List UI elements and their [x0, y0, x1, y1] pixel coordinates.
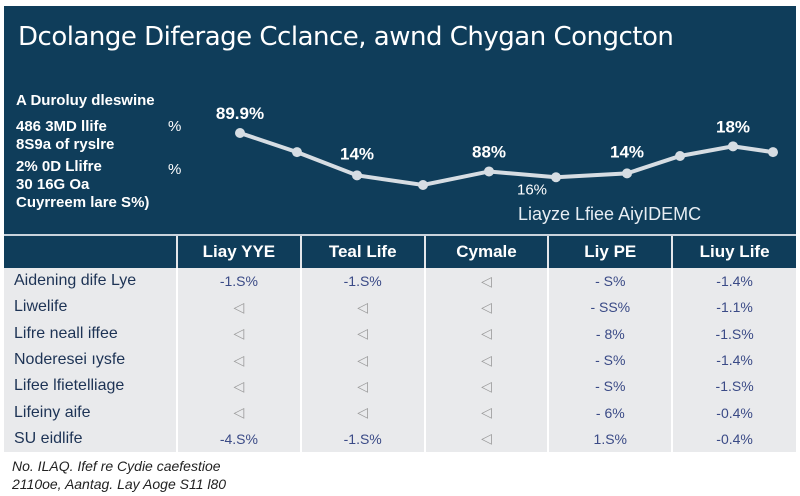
table-cell: -0.4% — [671, 425, 796, 453]
table-cell: ◁ — [423, 346, 549, 374]
table-cell: -1.4% — [671, 346, 796, 374]
header-panel — [4, 6, 796, 264]
percent-sign: % — [168, 161, 182, 178]
data-point — [484, 166, 494, 177]
data-label: 89.9% — [216, 104, 264, 123]
table-cell: -1.S% — [299, 425, 425, 453]
data-table: Liay YYE Teal Life Cymale Liy PE Liuy Life A… — [4, 234, 796, 453]
row-label: Aidening dife Lye — [4, 268, 177, 295]
table-cell: -1.1% — [671, 294, 796, 321]
column-header: Liuy Life — [671, 234, 796, 268]
side-heading: A Duroluy dleswine — [16, 92, 155, 109]
table-cell: - SS% — [547, 294, 673, 321]
row-label: Lifre neall iffee — [4, 320, 177, 347]
data-label: 14% — [340, 144, 374, 163]
table-cell: ◁ — [423, 268, 549, 295]
data-point — [235, 128, 245, 138]
data-point — [768, 147, 778, 158]
table-cell: ◁ — [176, 346, 301, 374]
table-row: SU eidlife -4.S% -1.S% ◁ 1.S% -0.4% — [4, 425, 796, 453]
side-line: 486 3MD llife — [16, 118, 107, 135]
data-point — [292, 147, 302, 158]
table-cell: -1.S% — [176, 268, 301, 295]
data-label: 14% — [610, 142, 644, 161]
column-header: Teal Life — [299, 234, 425, 268]
table-cell: -1.S% — [671, 373, 796, 400]
table-cell: ◁ — [299, 373, 425, 400]
table-cell: ◁ — [423, 399, 549, 426]
table-cell: -1.4% — [671, 268, 796, 295]
table-cell: ◁ — [299, 346, 425, 374]
table-cell: ◁ — [176, 294, 301, 321]
table-row: Lifeiny aife ◁ ◁ ◁ - 6% -0.4% — [4, 399, 796, 426]
table-cell: 1.S% — [547, 425, 673, 453]
column-header — [4, 234, 177, 268]
table-cell: ◁ — [176, 373, 301, 400]
table-cell: ◁ — [176, 320, 301, 347]
table-row: Aidening dife Lye -1.S% -1.S% ◁ - S% -1.4% — [4, 268, 796, 295]
table-cell: - 6% — [547, 399, 673, 426]
data-point — [352, 170, 362, 181]
percent-sign: % — [168, 118, 182, 135]
row-label: Lifeiny aife — [4, 399, 177, 426]
chart-legend: Liayze Lfiee AiyIDEMC — [518, 204, 702, 224]
table-cell: -1.S% — [671, 320, 796, 347]
row-label: SU eidlife — [4, 425, 177, 453]
row-label: Lifee lfietelliage — [4, 373, 177, 400]
data-label: 16% — [517, 181, 547, 198]
row-label: Noderesei ıysfe — [4, 346, 177, 374]
data-label: 18% — [716, 117, 750, 136]
footer-note: No. ILAQ. Ifef re Cydie caefestioe — [12, 458, 221, 474]
column-header: Cymale — [423, 234, 549, 268]
table-cell: -0.4% — [671, 399, 796, 426]
table-row: Liwelife ◁ ◁ ◁ - SS% -1.1% — [4, 294, 796, 321]
table-cell: - S% — [547, 373, 673, 400]
table-cell: - 8% — [547, 320, 673, 347]
table-cell: - S% — [547, 346, 673, 374]
table-row: Lifre neall iffee ◁ ◁ ◁ - 8% -1.S% — [4, 320, 796, 347]
side-line: 2% 0D Llifre — [16, 158, 102, 175]
table-cell: ◁ — [423, 373, 549, 400]
table-cell: ◁ — [176, 399, 301, 426]
table-row: Noderesei ıysfe ◁ ◁ ◁ - S% -1.4% — [4, 346, 796, 374]
table-cell: ◁ — [423, 294, 549, 321]
table-cell: -4.S% — [176, 425, 301, 453]
table-cell: ◁ — [299, 294, 425, 321]
side-line: Cuyrreem lare S%) — [16, 194, 150, 211]
table-cell: -1.S% — [299, 268, 425, 295]
column-header: Liy PE — [547, 234, 673, 268]
data-point — [675, 151, 685, 162]
data-point — [418, 180, 428, 190]
data-point — [622, 168, 632, 179]
series-line — [239, 131, 774, 188]
table-cell: ◁ — [299, 320, 425, 347]
page-title: Dcolange Diferage Cclance, awnd Chygan C… — [18, 22, 674, 52]
data-point — [551, 172, 561, 183]
footer-note: 2110oe, Aantag. Lay Aoge S11 l80 — [12, 476, 227, 492]
column-header: Liay YYE — [176, 234, 301, 268]
table-cell: ◁ — [423, 320, 549, 347]
line-chart: 89.9% 14% 88% 16% 14% 18% — [216, 104, 778, 198]
table-cell: ◁ — [299, 399, 425, 426]
table-cell: - S% — [547, 268, 673, 295]
row-label: Liwelife — [4, 294, 177, 321]
table-row: Lifee lfietelliage ◁ ◁ ◁ - S% -1.S% — [4, 373, 796, 400]
side-line: 8S9a of ryslre — [16, 136, 115, 153]
data-label: 88% — [472, 142, 506, 161]
table-cell: ◁ — [423, 425, 549, 453]
side-line: 30 16G Oa — [16, 176, 90, 193]
data-point — [728, 141, 738, 152]
